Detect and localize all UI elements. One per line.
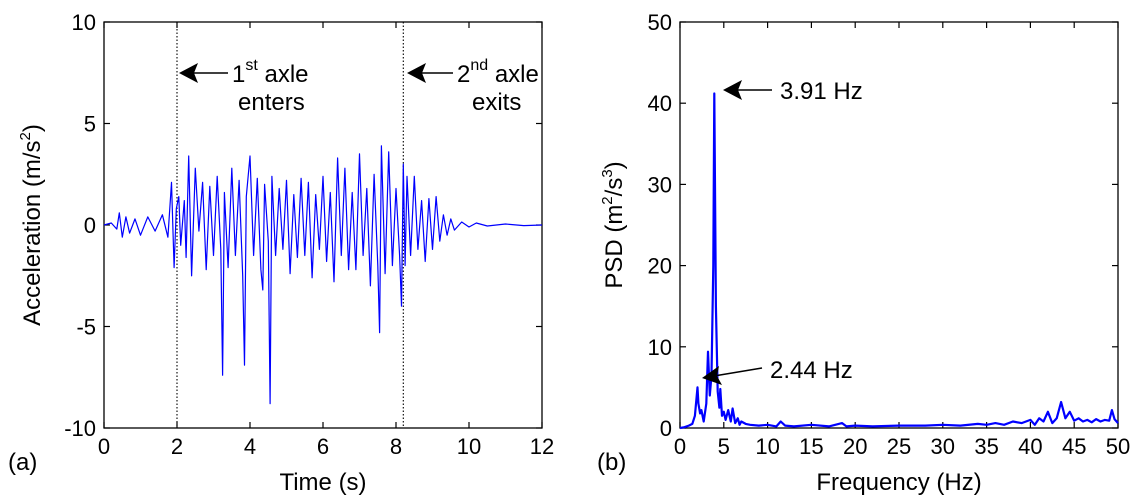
x-axis-label: Frequency (Hz)	[816, 469, 981, 496]
y-tick-label: 0	[660, 416, 672, 441]
x-tick-labels: 0 5 10 15 20 25 30 35 40 45 50	[674, 434, 1130, 459]
x-tick-label: 0	[674, 434, 686, 459]
x-tick-label: 8	[390, 434, 402, 459]
arrowhead	[179, 63, 198, 83]
plot-area-frame	[103, 21, 543, 429]
series-line	[679, 92, 1119, 430]
x-tick-label: 40	[1018, 434, 1042, 459]
y-tick-label: 50	[648, 10, 672, 35]
annotation-first-axle-line2: enters	[238, 89, 305, 116]
arrowhead	[702, 366, 722, 385]
series-line-group	[103, 145, 543, 405]
y-tick-label: -10	[64, 416, 96, 441]
panel-b-chart: 0 5 10 15 20 25 30 35 40 45 50 0 10 20 30 40 50 Frequen…	[597, 10, 1130, 496]
x-tick-label: 2	[171, 434, 183, 459]
annotation-second-axle: 2nd axle exits	[407, 57, 539, 116]
x-tick-label: 25	[887, 434, 911, 459]
x-tick-label: 10	[755, 434, 779, 459]
annotation-peak-2-44-label: 2.44 Hz	[770, 357, 853, 384]
arrowhead	[407, 63, 426, 83]
x-tick-labels: 0 2 4 6 8 10 12	[98, 434, 554, 459]
panel-label-a: (a)	[8, 449, 37, 476]
y-axis-label: Acceleration (m/s2)	[17, 124, 46, 326]
y-tick-labels: -10 -5 0 5 10	[64, 10, 96, 441]
y-tick-label: 30	[648, 172, 672, 197]
x-tick-label: 50	[1106, 434, 1130, 459]
annotation-first-axle-line1: 1st axle	[232, 57, 309, 88]
x-tick-label: 35	[974, 434, 998, 459]
annotation-second-axle-line1: 2nd axle	[457, 57, 539, 88]
x-tick-label: 5	[718, 434, 730, 459]
y-tick-label: 5	[84, 112, 96, 137]
axle-marker-lines	[176, 22, 404, 428]
x-tick-label: 30	[931, 434, 955, 459]
x-tick-label: 45	[1062, 434, 1086, 459]
x-tick-label: 4	[244, 434, 256, 459]
x-tick-label: 15	[799, 434, 823, 459]
x-axis-label: Time (s)	[279, 469, 366, 496]
arrowhead	[723, 80, 742, 100]
plot-area-frame	[679, 21, 1119, 429]
tick-marks	[103, 21, 543, 429]
y-tick-label: 10	[648, 335, 672, 360]
annotation-peak-3-91-label: 3.91 Hz	[780, 78, 863, 105]
annotation-peak-3-91: 3.91 Hz	[723, 78, 863, 105]
tick-marks	[679, 21, 1119, 429]
y-axis-label: PSD (m2/s3)	[599, 161, 628, 288]
y-tick-label: 40	[648, 91, 672, 116]
series-line-group	[679, 92, 1119, 430]
x-tick-label: 0	[98, 434, 110, 459]
y-tick-label: 20	[648, 254, 672, 279]
annotation-second-axle-line2: exits	[472, 89, 521, 116]
y-tick-label: 10	[72, 10, 96, 35]
x-tick-label: 12	[530, 434, 554, 459]
series-line	[103, 145, 543, 405]
panel-a-chart: 0 2 4 6 8 10 12 -10 -5 0 5 10 Time (s) Acceleratio…	[8, 10, 554, 496]
y-tick-label: -5	[76, 315, 96, 340]
x-tick-label: 10	[457, 434, 481, 459]
annotation-first-axle: 1st axle enters	[179, 57, 309, 116]
x-tick-label: 20	[843, 434, 867, 459]
panel-label-b: (b)	[597, 449, 626, 476]
x-tick-label: 6	[317, 434, 329, 459]
annotation-peak-2-44: 2.44 Hz	[702, 357, 853, 385]
y-tick-label: 0	[84, 213, 96, 238]
y-tick-labels: 0 10 20 30 40 50	[648, 10, 672, 441]
